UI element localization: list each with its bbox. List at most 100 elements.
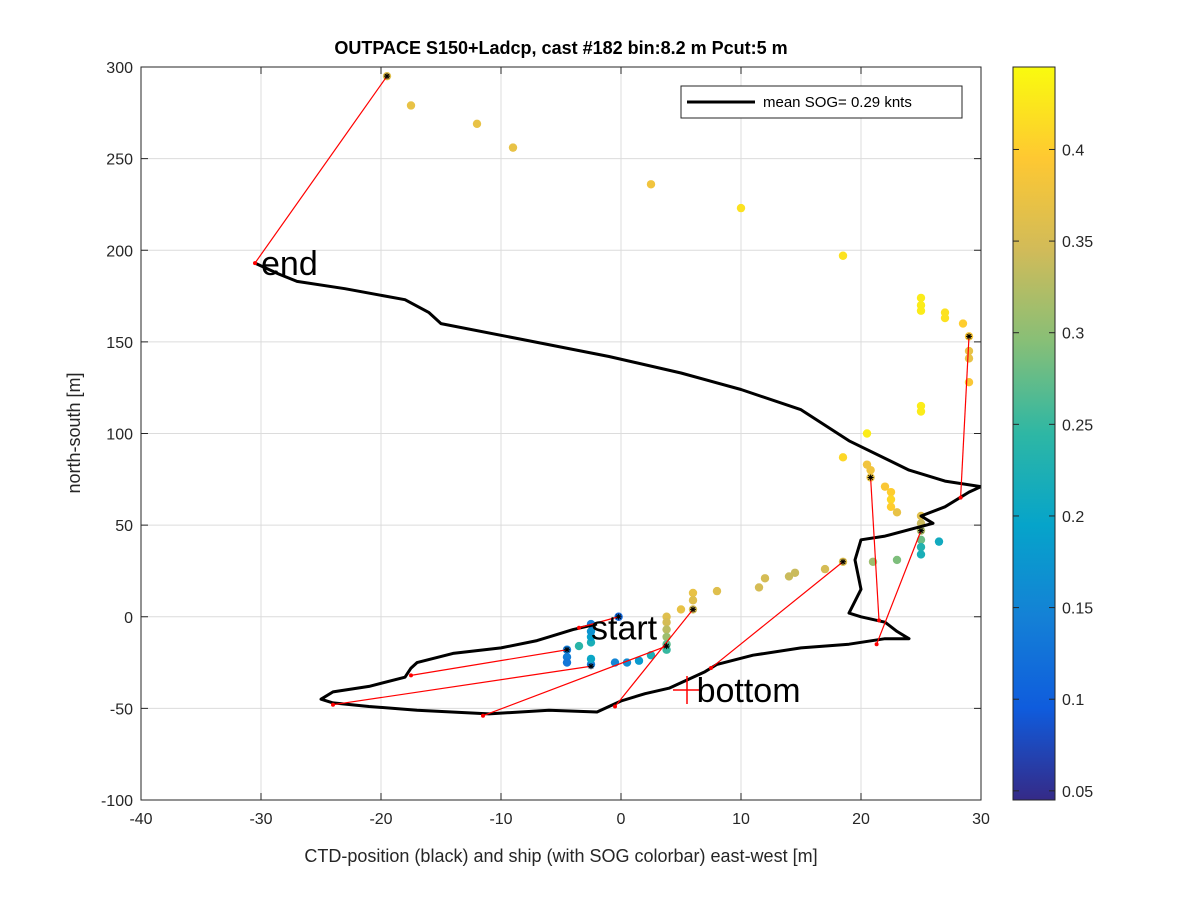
ship-sog-point bbox=[688, 588, 698, 598]
y-tick-label: 150 bbox=[106, 335, 133, 352]
ship-sog-point bbox=[916, 407, 926, 416]
x-tick-label: -30 bbox=[249, 811, 272, 828]
ship-sog-point bbox=[886, 487, 896, 497]
ship-sog-point bbox=[916, 293, 926, 303]
ship-sog-point bbox=[784, 572, 794, 581]
ship-position-asterisk bbox=[663, 643, 670, 650]
ctd-position-marker bbox=[253, 261, 257, 266]
x-tick-label: -10 bbox=[489, 811, 512, 828]
ctd-ship-connector bbox=[960, 336, 970, 498]
ship-sog-point bbox=[472, 119, 482, 129]
ctd-ship-connector bbox=[332, 665, 592, 706]
colorbar-tick-label: 0.4 bbox=[1062, 142, 1084, 159]
colorbar-tick-label: 0.1 bbox=[1062, 692, 1084, 709]
ctd-track-line bbox=[254, 261, 981, 716]
colorbar-tick-label: 0.05 bbox=[1062, 784, 1093, 801]
colorbar-tick-label: 0.3 bbox=[1062, 326, 1084, 343]
ship-sog-point bbox=[892, 555, 902, 565]
colorbar: 0.05 0.1 0.15 0.2 0.25 0.3 0.35 0.4 bbox=[1012, 66, 1093, 801]
ship-sog-point bbox=[886, 495, 896, 504]
ship-sog-point bbox=[838, 453, 848, 462]
annotation-end: end bbox=[261, 245, 318, 283]
ship-position-asterisk bbox=[615, 613, 622, 620]
y-tick-label: 200 bbox=[106, 243, 133, 260]
ctd-ship-connector bbox=[710, 561, 844, 669]
ship-sog-point bbox=[688, 596, 698, 605]
ship-sog-point bbox=[406, 101, 416, 110]
ship-sog-point bbox=[880, 482, 890, 491]
ship-sog-point bbox=[754, 583, 764, 592]
colorbar-ticks: 0.05 0.1 0.15 0.2 0.25 0.3 0.35 0.4 bbox=[1013, 142, 1093, 801]
ship-position-asterisk bbox=[384, 73, 390, 80]
x-tick-label: -20 bbox=[369, 811, 392, 828]
axis-ticks: -40 -30 -20 -10 0 10 20 30-100-5005010015020025… bbox=[101, 60, 990, 828]
ship-sog-point bbox=[736, 203, 746, 213]
ship-sog-point bbox=[760, 574, 770, 583]
y-tick-label: 250 bbox=[106, 152, 133, 169]
colorbar-tick-label: 0.35 bbox=[1062, 234, 1093, 251]
ship-sog-point bbox=[586, 654, 596, 664]
ship-sog-point bbox=[790, 568, 800, 577]
x-tick-label: 0 bbox=[617, 811, 626, 828]
ship-sog-point bbox=[916, 542, 926, 552]
ctd-position-marker bbox=[577, 625, 581, 630]
ship-sog-point bbox=[662, 632, 671, 642]
colorbar-tick-label: 0.15 bbox=[1062, 601, 1093, 618]
ctd-ship-connector bbox=[482, 645, 667, 717]
ctd-position-marker bbox=[874, 642, 879, 647]
ship-position-asterisk bbox=[690, 606, 696, 613]
y-tick-label: 300 bbox=[106, 60, 133, 77]
ctd-position-marker bbox=[613, 704, 617, 709]
legend-label: mean SOG= 0.29 knts bbox=[763, 94, 912, 111]
legend: mean SOG= 0.29 knts bbox=[680, 85, 963, 119]
ship-sog-point bbox=[964, 346, 974, 356]
y-tick-label: -50 bbox=[110, 701, 133, 718]
colorbar-tick-label: 0.2 bbox=[1062, 509, 1084, 526]
ship-sog-point bbox=[916, 535, 926, 544]
ship-sog-point bbox=[964, 354, 974, 363]
annotation-bottom: bottom bbox=[697, 672, 801, 710]
plot-layer bbox=[253, 71, 981, 718]
colorbar-frame bbox=[1012, 66, 1056, 801]
ship-position-asterisk bbox=[918, 527, 924, 534]
y-tick-label: 0 bbox=[124, 610, 133, 627]
ship-sog-point bbox=[562, 658, 572, 667]
ctd-position-marker bbox=[877, 618, 881, 623]
ctd-position-marker bbox=[409, 673, 413, 678]
ship-sog-point bbox=[712, 586, 722, 596]
ship-sog-point bbox=[838, 251, 848, 260]
x-tick-label: 20 bbox=[852, 811, 870, 828]
ship-sog-point bbox=[574, 641, 584, 651]
grid bbox=[141, 67, 981, 800]
ship-position-asterisk bbox=[588, 663, 594, 670]
y-tick-label: -100 bbox=[101, 793, 133, 810]
ctd-position-marker bbox=[709, 666, 713, 671]
ship-sog-point bbox=[940, 313, 950, 323]
colorbar-tick-label: 0.25 bbox=[1062, 417, 1093, 434]
x-tick-label: 10 bbox=[732, 811, 750, 828]
ship-sog-point bbox=[634, 656, 644, 665]
ship-sog-point bbox=[662, 618, 671, 627]
ship-sog-point bbox=[508, 143, 518, 152]
ctd-ship-connector bbox=[876, 530, 922, 645]
ship-sog-point bbox=[886, 502, 896, 511]
y-tick-label: 50 bbox=[115, 518, 133, 535]
ctd-ship-connector bbox=[578, 616, 619, 629]
ctd-ship-connector bbox=[614, 609, 694, 707]
ship-position-asterisk bbox=[564, 646, 570, 653]
x-axis-label: CTD-position (black) and ship (with SOG … bbox=[304, 846, 817, 866]
chart-title: OUTPACE S150+Ladcp, cast #182 bin:8.2 m … bbox=[334, 38, 787, 58]
y-tick-label: 100 bbox=[106, 427, 133, 444]
ship-sog-point bbox=[958, 319, 968, 328]
annotations: end start bottom bbox=[261, 245, 801, 710]
ship-sog-point bbox=[676, 605, 686, 614]
ctd-ship-connector bbox=[870, 477, 880, 621]
ship-sog-point bbox=[892, 508, 902, 517]
ship-sog-point bbox=[916, 550, 926, 559]
ctd-position-marker bbox=[481, 713, 485, 718]
ship-sog-point bbox=[934, 537, 944, 546]
colorbar-gradient bbox=[1013, 67, 1055, 800]
x-tick-label: -40 bbox=[129, 811, 152, 828]
ship-sog-point bbox=[866, 465, 875, 475]
